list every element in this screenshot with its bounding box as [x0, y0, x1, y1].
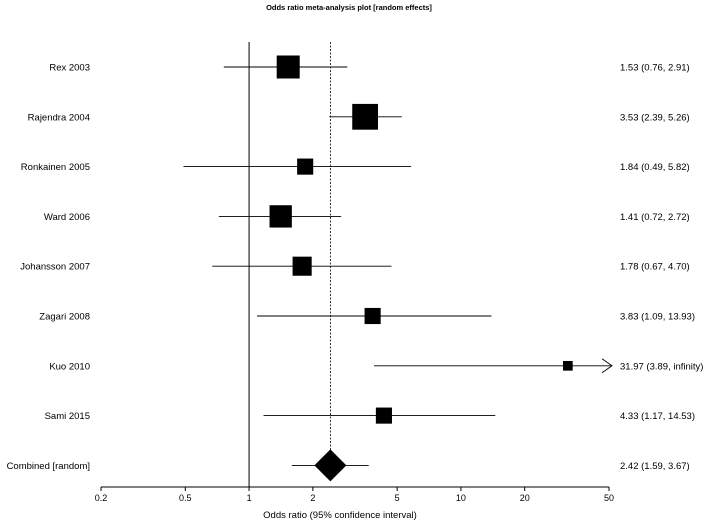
study-label: Rex 2003	[49, 63, 90, 74]
study-box	[292, 256, 312, 276]
combined-label: Combined [random]	[7, 461, 90, 472]
estimate-label: 1.78 (0.67, 4.70)	[620, 262, 690, 273]
study-box	[276, 55, 300, 79]
estimate-label: 4.33 (1.17, 14.53)	[620, 411, 695, 422]
x-tick-label: 10	[456, 493, 466, 503]
study-box	[563, 360, 573, 371]
study-box	[297, 158, 314, 175]
x-tick-label: 2	[310, 493, 315, 503]
study-label: Ward 2006	[44, 212, 90, 223]
study-box	[269, 205, 292, 228]
plot-area: Rex 2003 1.53 (0.76, 2.91) Rajendra 2004 3.…	[7, 42, 703, 503]
study-label: Zagari 2008	[39, 312, 90, 323]
estimate-label: 1.41 (0.72, 2.72)	[620, 212, 690, 223]
study-label: Sami 2015	[45, 411, 90, 422]
study-box	[352, 103, 379, 130]
x-tick-label: 5	[395, 493, 400, 503]
chart-title: Odds ratio meta-analysis plot [random ef…	[266, 3, 432, 12]
estimate-label: 31.97 (3.89, infinity)	[620, 361, 703, 372]
estimate-label: 1.84 (0.49, 5.82)	[620, 162, 690, 173]
study-label: Ronkainen 2005	[21, 162, 90, 173]
x-tick-label: 0.2	[95, 493, 108, 503]
estimate-label: 3.83 (1.09, 13.93)	[620, 312, 695, 323]
ci-arrow	[601, 358, 613, 374]
estimate-label: 3.53 (2.39, 5.26)	[620, 112, 690, 123]
estimate-label: 1.53 (0.76, 2.91)	[620, 63, 690, 74]
study-label: Kuo 2010	[49, 361, 90, 372]
x-axis-label: Odds ratio (95% confidence interval)	[263, 510, 417, 521]
study-box	[364, 307, 381, 325]
study-box	[375, 407, 392, 424]
x-tick-label: 0.5	[179, 493, 192, 503]
x-tick-label: 50	[604, 493, 614, 503]
study-label: Johansson 2007	[20, 262, 90, 273]
x-tick-label: 1	[247, 493, 252, 503]
study-label: Rajendra 2004	[28, 112, 90, 123]
combined-estimate-label: 2.42 (1.59, 3.67)	[620, 461, 690, 472]
combined-diamond	[314, 449, 347, 482]
x-tick-label: 20	[520, 493, 530, 503]
